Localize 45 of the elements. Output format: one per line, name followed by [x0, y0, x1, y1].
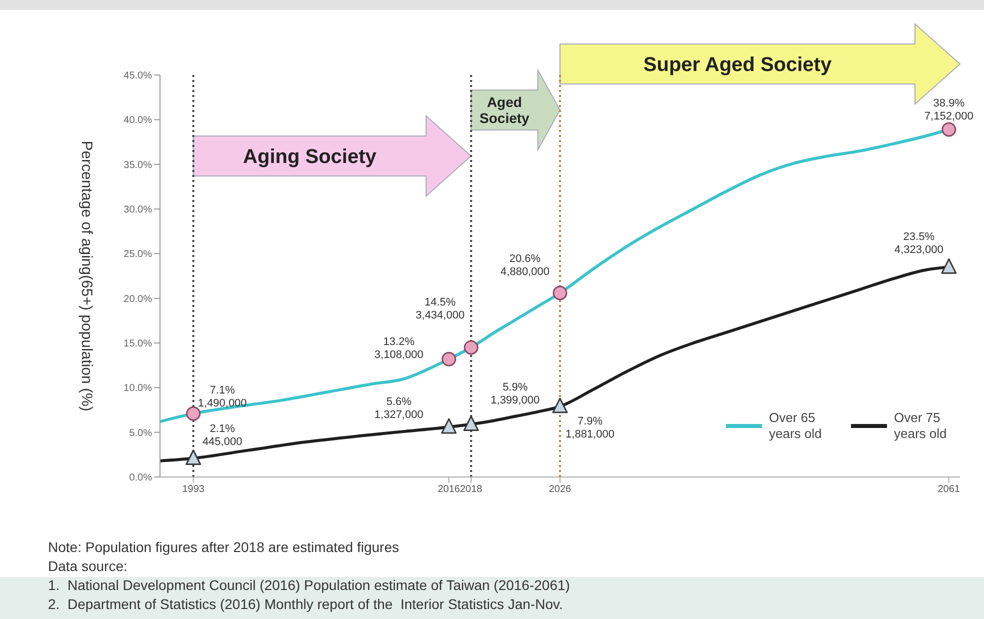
y-tick-label: 25.0%	[124, 249, 152, 260]
point	[552, 286, 568, 300]
data-label: 23.5% 4,323,000	[894, 231, 944, 256]
data-label: 38.9% 7,152,000	[924, 97, 974, 122]
x-tick-label: 2061	[938, 484, 960, 496]
point	[186, 406, 201, 421]
data-label: 14.5% 3,434,000	[416, 296, 465, 322]
data-label: 5.6% 1,327,000	[374, 396, 424, 421]
y-tick-label: 20.0%	[124, 294, 152, 305]
point	[464, 340, 478, 355]
text: Note: Population figures after 2018 are estimated figures	[48, 538, 400, 557]
point	[552, 398, 568, 414]
annotation: Super Aged Society	[643, 54, 832, 76]
data-label: 20.6% 4,880,000	[500, 252, 550, 278]
x-tick-label: 1993	[182, 484, 205, 496]
source-note: Data source:	[48, 557, 128, 576]
data-label: 2.1% 445,000	[202, 423, 242, 448]
y-tick-label: 40.0%	[124, 115, 152, 126]
point	[441, 418, 457, 434]
y-axis-title: Percentage of aging(65+) population (%)	[78, 140, 95, 412]
point	[186, 449, 202, 465]
legend-label: Over 65 years old	[769, 410, 823, 442]
y-tick-label: 30.0%	[124, 204, 152, 216]
x-tick-label: 2026	[548, 484, 572, 496]
point	[442, 352, 456, 366]
legend-label: Over 75 years old	[894, 410, 948, 442]
point	[463, 416, 479, 432]
text: 1. National Development Council (2016) Population estimate of Taiwan (2016-2061)	[48, 576, 570, 595]
data-label: 13.2% 3,108,000	[374, 336, 424, 362]
text: 2. Department of Statistics (2016) Monthly report of the Interior Statistics Jan-Nov.	[48, 595, 564, 614]
annotation: Aging Society	[243, 146, 378, 168]
y-tick-label: 5.0%	[129, 428, 152, 439]
data-label: 7.1% 1,490,000	[198, 384, 247, 410]
data-label: 5.9% 1,399,000	[490, 381, 540, 406]
y-tick-label: 10.0%	[124, 383, 152, 394]
annotation: Aged Society	[480, 94, 530, 126]
y-tick-label: 35.0%	[124, 160, 152, 171]
x-tick-label: 2016	[438, 484, 460, 496]
y-tick-label: 15.0%	[124, 338, 152, 350]
point	[942, 122, 956, 137]
x-tick-label: 2018	[460, 484, 483, 496]
y-tick-label: 45.0%	[124, 70, 152, 82]
data-label: 7.9% 1,881,000	[566, 415, 614, 440]
y-tick-label: 0.0%	[129, 472, 152, 484]
point	[941, 258, 957, 274]
